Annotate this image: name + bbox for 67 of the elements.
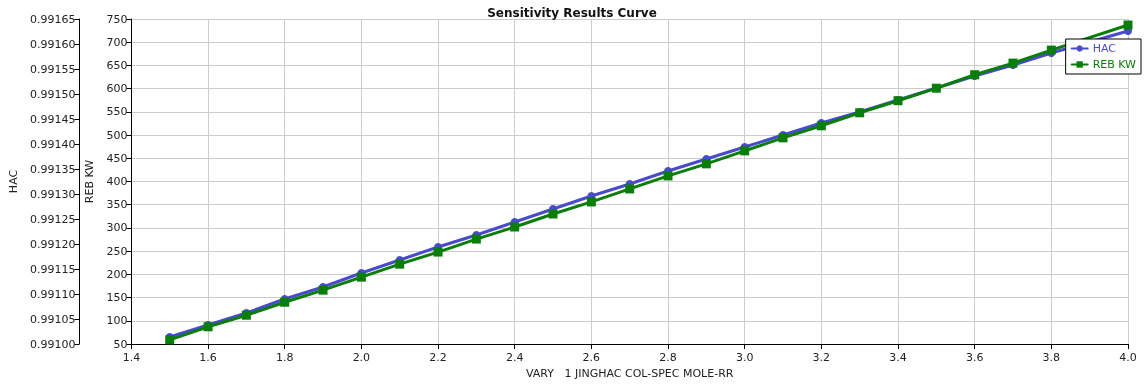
x-tick-label: 2.2 — [429, 351, 447, 364]
x-tick-label: 2.6 — [582, 351, 601, 364]
legend-label: REB KW — [1092, 58, 1137, 71]
x-tick-label: 2.8 — [659, 351, 677, 364]
y2-tick-label: 700 — [106, 35, 128, 49]
y-tick-label: 0.99125 — [29, 212, 76, 226]
point — [318, 285, 328, 295]
y2-tick-label: 750 — [106, 12, 128, 26]
x-tick-label: 3.2 — [812, 351, 831, 364]
y-tick-label: 0.99145 — [29, 112, 76, 126]
x-tick-label: 2.4 — [505, 351, 524, 364]
point — [1123, 20, 1133, 30]
point — [356, 272, 366, 282]
y2-tick-label: 350 — [106, 198, 128, 212]
y2-tick-label: 550 — [106, 105, 128, 119]
y-tick-label: 0.99120 — [29, 237, 76, 251]
y2-axis-title: REB KW — [83, 159, 97, 204]
y2-tick-label: 500 — [106, 128, 128, 142]
chart-title: Sensitivity Results Curve — [487, 6, 657, 20]
point — [701, 159, 711, 169]
y-tick-label: 0.99115 — [29, 262, 76, 276]
x-axis-title: VARY 1 JINGHAC COL-SPEC MOLE-RR — [525, 367, 734, 380]
y-tick-label: 0.99155 — [29, 62, 76, 76]
y2-tick-label: 300 — [106, 221, 128, 235]
x-tick-label: 3.8 — [1042, 351, 1061, 364]
x-tick-label: 4.0 — [1119, 351, 1137, 364]
point — [740, 146, 750, 156]
point — [1046, 45, 1056, 55]
point — [395, 259, 405, 269]
y-tick-label: 0.99150 — [29, 87, 76, 101]
y2-tick-label: 200 — [106, 267, 128, 281]
y-tick-label: 0.99165 — [29, 12, 76, 26]
y2-tick-label: 250 — [106, 244, 128, 258]
x-tick-label: 1.8 — [275, 351, 294, 364]
x-tick-label: 3.4 — [889, 351, 907, 364]
y2-tick-label: 650 — [106, 58, 128, 72]
y2-tick-label: 100 — [106, 314, 128, 328]
point — [510, 222, 520, 232]
x-tick-label: 1.6 — [199, 351, 217, 364]
point — [280, 297, 290, 307]
y-tick-label: 0.99160 — [29, 37, 76, 51]
point — [586, 197, 596, 207]
point — [548, 209, 558, 219]
y-axis-title: HAC — [7, 169, 20, 194]
y-tick-label: 0.99135 — [29, 162, 76, 176]
x-tick-label: 3.0 — [735, 351, 754, 364]
point — [433, 247, 443, 257]
y2-tick-label: 400 — [106, 175, 128, 188]
point — [663, 171, 673, 181]
y2-tick-label: 450 — [106, 151, 128, 165]
y2-tick-label: 600 — [106, 82, 128, 96]
y-tick-label: 0.99140 — [29, 137, 76, 151]
x-tick-label: 1.4 — [122, 351, 141, 364]
x-tick-label: 3.6 — [965, 351, 984, 364]
y-tick-label: 0.99130 — [29, 187, 76, 201]
y2-tick-label: 150 — [106, 291, 128, 305]
y-tick-label: 0.99110 — [29, 287, 76, 301]
point — [816, 121, 826, 131]
point — [471, 234, 481, 244]
y2-tick-label: 50 — [113, 337, 128, 351]
point — [165, 335, 175, 345]
y-tick-label: 0.99100 — [29, 337, 76, 351]
point — [625, 184, 635, 194]
y-tick-label: 0.99105 — [29, 312, 76, 326]
point — [778, 133, 788, 143]
x-tick-label: 2.0 — [352, 351, 371, 364]
legend-label: HAC — [1092, 42, 1117, 55]
